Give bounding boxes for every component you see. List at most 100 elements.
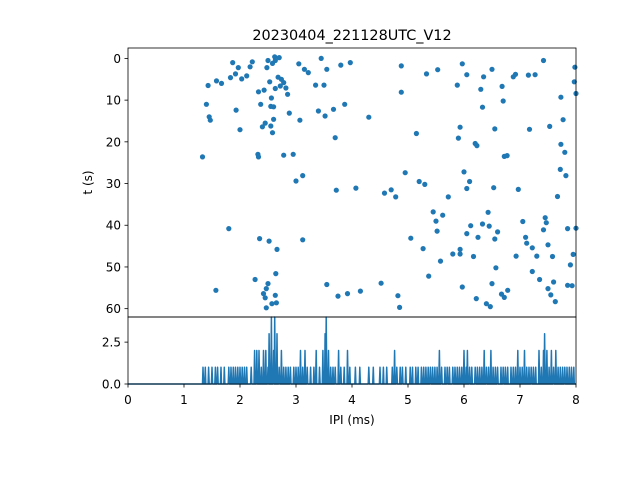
scatter-point xyxy=(457,246,463,252)
scatter-point xyxy=(199,154,206,160)
scatter-point xyxy=(300,237,306,243)
scatter-point xyxy=(426,273,432,279)
scatter-point xyxy=(271,116,277,122)
scatter-point xyxy=(542,215,548,221)
scatter-point xyxy=(388,187,394,193)
scatter-point xyxy=(252,276,258,283)
scatter-point xyxy=(276,55,282,61)
scatter-point xyxy=(489,281,495,287)
scatter-point xyxy=(322,113,328,119)
scatter-point xyxy=(558,141,564,147)
scatter-point xyxy=(218,80,225,86)
scatter-point xyxy=(504,153,510,159)
scatter-point xyxy=(262,120,268,126)
scatter-point xyxy=(269,130,276,136)
scatter-point xyxy=(483,301,489,307)
scatter-point xyxy=(570,251,576,257)
x-tick-label: 1 xyxy=(180,393,188,407)
y-tick-label: 0 xyxy=(113,52,121,66)
scatter-point xyxy=(265,281,271,287)
scatter-point xyxy=(474,143,480,149)
scatter-point xyxy=(263,305,269,311)
scatter-point xyxy=(408,235,414,241)
histogram-line xyxy=(128,316,576,385)
scatter-point xyxy=(321,82,327,88)
x-tick-label: 2 xyxy=(236,393,244,407)
scatter-point xyxy=(513,253,519,259)
scatter-point xyxy=(413,130,419,137)
scatter-point xyxy=(267,79,273,85)
scatter-point xyxy=(357,288,363,294)
scatter-point xyxy=(563,173,569,179)
scatter-point xyxy=(239,76,245,82)
scatter-point xyxy=(459,61,465,67)
x-tick-label: 6 xyxy=(460,393,468,407)
scatter-point xyxy=(445,194,451,200)
scatter-point xyxy=(468,223,474,229)
scatter-point xyxy=(262,295,268,301)
scatter-point xyxy=(398,89,404,95)
scatter-point xyxy=(491,185,497,191)
scatter-point xyxy=(269,301,275,307)
scatter-point xyxy=(237,127,243,133)
scatter-point xyxy=(274,246,280,252)
scatter-point xyxy=(227,75,234,81)
scatter-point xyxy=(213,78,220,84)
scatter-point xyxy=(505,287,511,293)
y-tick-label: 2.5 xyxy=(102,336,121,350)
scatter-point xyxy=(464,231,470,237)
scatter-point xyxy=(263,286,269,292)
scatter-point xyxy=(454,82,460,88)
scatter-point xyxy=(297,117,303,123)
y-tick-label: 20 xyxy=(106,135,121,149)
scatter-point xyxy=(273,300,279,306)
scatter-points xyxy=(199,54,579,311)
y-tick-label: 0.0 xyxy=(102,378,121,392)
scatter-point xyxy=(540,57,547,64)
scatter-point xyxy=(520,218,526,225)
scatter-point xyxy=(545,242,551,248)
scatter-point xyxy=(398,63,404,69)
scatter-point xyxy=(233,107,239,113)
scatter-point xyxy=(344,291,351,297)
scatter-y-ticks: 0 10 20 30 40 50 60 xyxy=(106,52,128,316)
scatter-point xyxy=(552,299,558,305)
scatter-point xyxy=(485,209,491,215)
scatter-point xyxy=(543,220,549,226)
scatter-point xyxy=(455,135,461,141)
scatter-point xyxy=(258,101,264,107)
scatter-point xyxy=(301,66,307,72)
chart-title: 20230404_221128UTC_V12 xyxy=(252,28,451,44)
scatter-point xyxy=(500,98,506,104)
scatter-point xyxy=(479,221,486,227)
scatter-point xyxy=(333,187,339,193)
scatter-point xyxy=(203,101,209,107)
scatter-point xyxy=(524,240,530,246)
scatter-point xyxy=(473,296,479,302)
scatter-point xyxy=(515,186,521,192)
histogram-panel: 0.0 2.5 0 1 2 3 4 5 6 7 8 IPI (ms) xyxy=(102,316,580,427)
scatter-point xyxy=(532,72,538,78)
scatter-point xyxy=(558,94,564,100)
scatter-point xyxy=(567,262,574,268)
scatter-point xyxy=(296,61,302,67)
scatter-point xyxy=(381,190,388,196)
scatter-point xyxy=(338,62,344,68)
scatter-point xyxy=(440,212,446,218)
scatter-point xyxy=(565,226,571,232)
y-tick-label: 40 xyxy=(106,219,121,233)
scatter-point xyxy=(464,185,470,192)
scatter-point xyxy=(393,194,399,200)
scatter-point xyxy=(560,117,566,123)
scatter-point xyxy=(437,258,444,264)
scatter-point xyxy=(475,234,481,240)
scatter-point xyxy=(565,282,571,288)
scatter-point xyxy=(235,65,241,71)
scatter-point xyxy=(457,251,463,257)
scatter-point xyxy=(315,108,321,114)
scatter-point xyxy=(487,304,493,310)
scatter-point xyxy=(324,66,330,72)
scatter-point xyxy=(545,286,551,292)
scatter-point xyxy=(347,60,353,66)
